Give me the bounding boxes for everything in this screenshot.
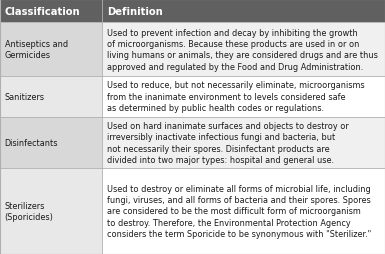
Text: Definition: Definition <box>107 7 162 17</box>
Text: Antiseptics and
Germicides: Antiseptics and Germicides <box>5 40 68 60</box>
Bar <box>102 23 385 77</box>
Bar <box>102 77 385 117</box>
Text: Sanitizers: Sanitizers <box>5 92 45 102</box>
Bar <box>0 23 102 77</box>
Bar <box>102 117 385 168</box>
Text: Used to destroy or eliminate all forms of microbial life, including
fungi, virus: Used to destroy or eliminate all forms o… <box>107 184 371 238</box>
Bar <box>0 77 102 117</box>
Bar <box>102 168 385 254</box>
Text: Classification: Classification <box>5 7 80 17</box>
Bar <box>0 117 102 168</box>
Text: Used on hard inanimate surfaces and objects to destroy or
irreversibly inactivat: Used on hard inanimate surfaces and obje… <box>107 121 348 164</box>
Text: Sterilizers
(Sporicides): Sterilizers (Sporicides) <box>5 201 54 221</box>
Text: Used to prevent infection and decay by inhibiting the growth
of microorganisms. : Used to prevent infection and decay by i… <box>107 28 378 72</box>
Bar <box>0 0 385 23</box>
Text: Disinfectants: Disinfectants <box>5 138 58 147</box>
Text: Used to reduce, but not necessarily eliminate, microorganisms
from the inanimate: Used to reduce, but not necessarily elim… <box>107 81 364 113</box>
Bar <box>0 168 102 254</box>
